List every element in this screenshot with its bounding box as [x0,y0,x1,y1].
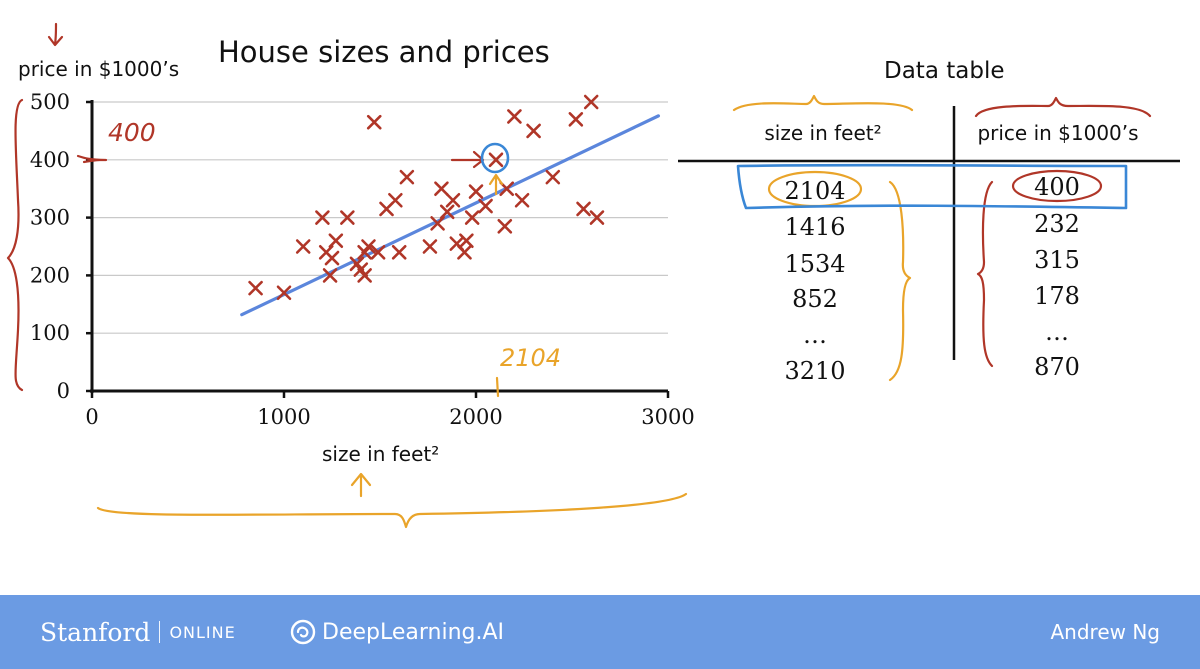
x-2104-marker [495,376,500,398]
size-column-brace [888,180,912,382]
author-name: Andrew Ng [1050,620,1160,644]
data-point [434,181,449,196]
data-point [430,216,445,231]
table-cell-size: 852 [792,285,838,313]
deeplearning-logo: DeepLearning.AI [290,595,504,669]
data-point [468,184,484,199]
data-point [276,285,292,301]
data-point [439,204,455,220]
data-point [391,244,407,260]
x-tick-label: 3000 [641,405,694,429]
x-highlight-label: 2104 [500,344,561,372]
data-point [583,94,599,110]
data-point [322,268,338,283]
table-cell-price: 232 [1034,210,1080,238]
table-header-size: size in feet² [764,121,881,145]
data-points [248,94,605,301]
ticks: 0 100 200 300 400 500 0 1000 2000 3000 [30,90,695,429]
table-cell-price: 178 [1034,282,1080,310]
chart-annotations: 400 2104 [6,22,688,529]
y-highlight-label: 400 [108,118,156,147]
table-cell-size: 1416 [784,213,845,241]
price-header-brace [974,96,1152,118]
y-tick-label: 500 [30,90,70,114]
highlight-arrow-icon [450,150,485,169]
data-point [370,244,386,260]
footer-bar: Stanford ONLINE DeepLearning.AI Andrew N… [0,595,1200,669]
data-point [507,109,522,124]
chart-title: House sizes and prices [218,35,550,69]
data-point [422,239,438,254]
x-tick-label: 0 [85,405,98,429]
y-tick-label: 200 [30,263,70,287]
y-tick-label: 400 [30,148,70,172]
table-cell-price: 315 [1034,246,1080,274]
data-point [488,152,504,168]
price-highlight-circle [1011,169,1103,203]
data-point [514,192,530,208]
data-point [478,198,493,214]
data-point [315,210,330,225]
x-tick-label: 2000 [449,405,502,429]
y-axis-label: price in $1000’s [18,57,179,81]
deeplearning-icon [290,619,316,645]
data-point [457,244,472,260]
data-point [388,192,403,208]
grid [92,101,668,334]
table-cell-size: 2104 [784,177,845,205]
slide-canvas: House sizes and prices price in $1000’s … [6,22,1180,529]
online-wordmark: ONLINE [169,622,236,642]
table-title: Data table [884,58,1004,84]
x-tick-label: 1000 [257,405,310,429]
stanford-wordmark: Stanford [40,617,151,647]
data-point [526,123,541,139]
table-cell-price: 400 [1034,173,1080,201]
data-point [589,210,605,225]
first-row-highlight [736,163,1128,210]
highlight-circle [480,142,510,174]
x-label-arrow-icon [350,472,372,498]
y-400-marker [76,154,108,164]
table-cell-size: … [803,321,827,349]
slide: House sizes and prices price in $1000’s … [6,22,1180,529]
data-point [295,239,311,254]
data-point [340,210,355,225]
axes [90,100,668,393]
table-header-price: price in $1000’s [977,121,1138,145]
data-point [545,169,561,185]
y-tick-label: 100 [30,321,70,345]
data-point [361,239,376,254]
size-header-brace [732,94,914,112]
table-cell-price: 870 [1034,353,1080,381]
data-point [328,233,344,249]
data-point [324,250,340,266]
table-cell-price: … [1045,318,1069,346]
stanford-online-logo: Stanford ONLINE [40,595,236,669]
data-point [568,112,584,127]
data-point [464,210,480,225]
table-cell-size: 3210 [784,357,845,385]
data-point [399,169,415,185]
y-axis-brace [6,98,24,392]
data-table: size in feet² price in $1000’s 2104 400 14… [678,94,1180,385]
data-point [366,114,382,130]
data-point [248,280,263,296]
data-point [497,218,513,234]
x-axis-label: size in feet² [322,442,439,466]
data-point [357,268,372,283]
deeplearning-wordmark: DeepLearning.AI [322,619,505,645]
y-tick-label: 0 [57,379,70,403]
data-point [576,201,591,217]
x-highlight-arrow-icon [488,173,504,196]
table-cell-size: 1534 [784,250,845,278]
logo-separator [159,621,161,643]
price-column-brace [976,180,994,368]
data-point [445,192,461,208]
x-axis-brace [96,492,688,529]
table-rows: 2104 400 1416 232 1534 315 852 178 … … 3210 870 [784,173,1079,385]
y-tick-label: 300 [30,206,70,230]
y-label-arrow-icon [47,22,64,47]
data-point [459,233,474,249]
